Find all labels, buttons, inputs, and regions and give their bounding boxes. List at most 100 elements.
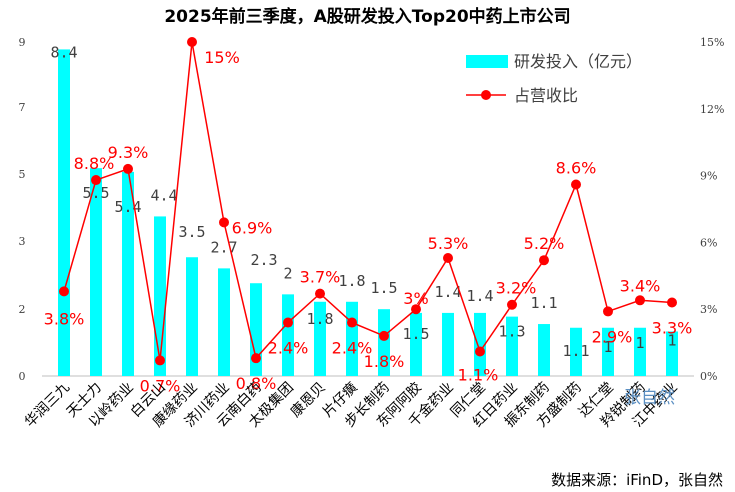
left-axis-ticks: 0 2 3 5 7 9 (19, 36, 26, 383)
ratio-marker (603, 306, 613, 317)
bar (282, 294, 294, 376)
ratio-value-label: 5.3% (428, 234, 469, 253)
ratio-marker (123, 163, 133, 174)
ratio-marker (251, 353, 261, 364)
bar (602, 327, 614, 376)
bar (90, 168, 102, 376)
right-tick-label: 6% (700, 236, 717, 249)
ratio-marker (283, 317, 293, 328)
ratio-marker (411, 304, 421, 315)
ratio-value-label: 2.4% (332, 339, 373, 358)
ratio-value-label: 1.8% (364, 352, 405, 371)
ratio-value-label: 0.7% (140, 376, 181, 395)
ratio-value-label: 9.3% (108, 143, 149, 162)
bar-value-label: 1 (635, 334, 644, 352)
legend-bar-swatch (466, 55, 508, 68)
bar (154, 216, 166, 376)
chart-title: 2025年前三季度，A股研发投入Top20中药上市公司 (164, 7, 571, 27)
ratio-marker (219, 217, 229, 228)
ratio-value-label: 15% (204, 48, 240, 67)
right-tick-label: 12% (700, 103, 724, 116)
ratio-value-label: 3.7% (300, 268, 341, 287)
ratio-value-label: 3.2% (496, 279, 537, 298)
bar-value-label: 1 (603, 338, 612, 356)
bar-value-label: 3.5 (178, 223, 205, 241)
legend: 研发投入（亿元） 占营收比 (466, 52, 642, 105)
bar (474, 312, 486, 376)
left-tick-label: 3 (19, 235, 26, 248)
ratio-value-label: 2.9% (592, 327, 633, 346)
legend-bar-label: 研发投入（亿元） (514, 52, 642, 71)
bar (570, 327, 582, 376)
ratio-value-label: 6.9% (232, 218, 273, 237)
bar-value-label: 1.5 (402, 325, 429, 343)
ratio-value-label: 0.8% (236, 374, 277, 393)
ratio-marker (635, 295, 645, 306)
ratio-marker (155, 355, 165, 366)
bar-value-label: 2.7 (210, 238, 237, 256)
ratio-marker (475, 346, 485, 357)
bar (218, 268, 230, 376)
bar-value-label: 2.3 (250, 251, 277, 269)
bar-value-label: 1.4 (434, 283, 461, 301)
bar-value-label: 1.8 (338, 272, 365, 290)
bar-value-label: 1.4 (466, 287, 493, 305)
category-label: 康恩贝 (287, 379, 329, 421)
bar-series (58, 49, 678, 377)
bar (378, 309, 390, 376)
bar (410, 312, 422, 376)
ratio-value-label: 3% (403, 289, 428, 308)
right-tick-label: 0% (700, 370, 717, 383)
bar-value-label: 1.5 (370, 279, 397, 297)
bar (634, 327, 646, 376)
right-tick-label: 9% (700, 170, 717, 183)
left-tick-label: 7 (19, 101, 26, 114)
legend-line-marker (481, 90, 491, 100)
ratio-marker (59, 286, 69, 297)
bar-value-label: 1.1 (562, 342, 589, 360)
ratio-marker (667, 297, 677, 308)
bar-value-label: 1.8 (306, 310, 333, 328)
source-note: 数据来源：iFinD，张自然 (551, 471, 723, 489)
ratio-line-series (59, 37, 677, 366)
ratio-value-label: 3.4% (620, 276, 661, 295)
ratio-value-label: 1.1% (458, 366, 499, 385)
bar (314, 301, 326, 376)
ratio-marker (91, 175, 101, 186)
bar (442, 312, 454, 376)
bar (666, 331, 678, 376)
ratio-value-label: 2.4% (268, 339, 309, 358)
bar-value-label: 8.4 (50, 43, 77, 61)
bar-value-label: 1.1 (530, 294, 557, 312)
ratio-marker (571, 179, 581, 190)
ratio-value-label: 3.3% (652, 319, 693, 338)
bar-value-label: 1 (667, 331, 676, 349)
bar-value-label: 1.3 (498, 323, 525, 341)
bar-data-labels: 8.4 5.5 5.4 4.4 3.5 2.7 2.3 2 1.8 1.8 1.5 1.5 1.4 1.4… (50, 43, 676, 359)
ratio-value-label: 8.8% (74, 154, 115, 173)
bar (538, 324, 550, 376)
bar-value-label: 5.4 (114, 198, 141, 216)
legend-line-label: 占营收比 (514, 86, 578, 105)
category-labels: 华润三九天士力以岭药业白云山康缘药业济川药业云南白药太极集团康恩贝片仔癀步长制药… (22, 379, 681, 431)
bar (250, 283, 262, 376)
right-axis-ticks: 0% 3% 6% 9% 12% 15% (700, 36, 724, 383)
ratio-value-label: 5.2% (524, 234, 565, 253)
bar (122, 171, 134, 376)
ratio-marker (187, 37, 197, 47)
left-tick-label: 9 (19, 36, 26, 49)
ratio-data-labels: 3.8%8.8%9.3%0.7%15%6.9%0.8%2.4%3.7%2.4%1… (44, 48, 693, 395)
left-tick-label: 2 (19, 303, 26, 316)
ratio-line (63, 41, 673, 361)
bar (506, 316, 518, 376)
left-tick-label: 5 (19, 168, 26, 181)
right-tick-label: 15% (700, 36, 724, 49)
bar-value-label: 5.5 (82, 184, 109, 202)
bar-value-label: 4.4 (150, 186, 177, 204)
ratio-marker (443, 252, 453, 263)
category-label: 华润三九 (22, 380, 73, 431)
ratio-marker (379, 330, 389, 341)
ratio-marker (347, 317, 357, 328)
right-tick-label: 3% (700, 303, 717, 316)
